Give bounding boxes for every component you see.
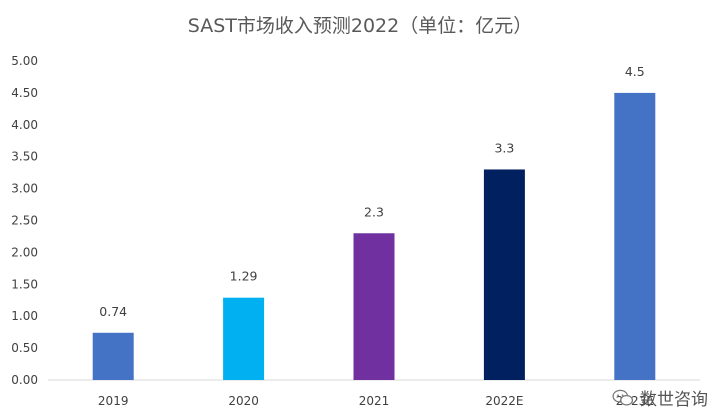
y-tick-label: 1.00 (11, 309, 38, 323)
data-label: 2.3 (364, 204, 384, 219)
bar (92, 332, 134, 380)
y-tick-label: 0.50 (11, 341, 38, 355)
y-tick-label: 4.50 (11, 86, 38, 100)
y-tick-label: 2.00 (11, 245, 38, 259)
watermark: 数世咨询 (612, 385, 708, 410)
x-tick-label: 2019 (98, 394, 129, 408)
bars: 0.74 1.29 2.3 3.3 4.5 (92, 64, 656, 381)
x-tick-label: 2020 (228, 394, 259, 408)
y-tick-label: 3.00 (11, 182, 38, 196)
data-label: 4.5 (625, 64, 645, 79)
bar (223, 297, 265, 380)
x-tick-label: 2022E (485, 394, 523, 408)
wechat-icon (612, 389, 634, 406)
data-label: 0.74 (99, 304, 127, 319)
y-tick-label: 5.00 (11, 54, 38, 68)
y-tick-label: 1.50 (11, 277, 38, 291)
bar (483, 169, 525, 380)
data-label: 1.29 (230, 269, 258, 284)
data-label: 3.3 (494, 140, 514, 155)
y-tick-label: 4.00 (11, 118, 38, 132)
x-axis: 2019 2020 2021 2022E 2023E (98, 394, 654, 408)
y-tick-label: 3.50 (11, 150, 38, 164)
y-axis: 0.00 0.50 1.00 1.50 2.00 2.50 3.00 3.50 4.00 4.50… (11, 54, 38, 387)
x-tick-label: 2021 (359, 394, 390, 408)
y-tick-label: 0.00 (11, 373, 38, 387)
bar (353, 233, 395, 380)
bar (614, 92, 656, 381)
chart-title: SAST市场收入预测2022（单位：亿元） (188, 15, 532, 37)
watermark-text: 数世咨询 (640, 390, 708, 410)
y-tick-label: 2.50 (11, 214, 38, 228)
